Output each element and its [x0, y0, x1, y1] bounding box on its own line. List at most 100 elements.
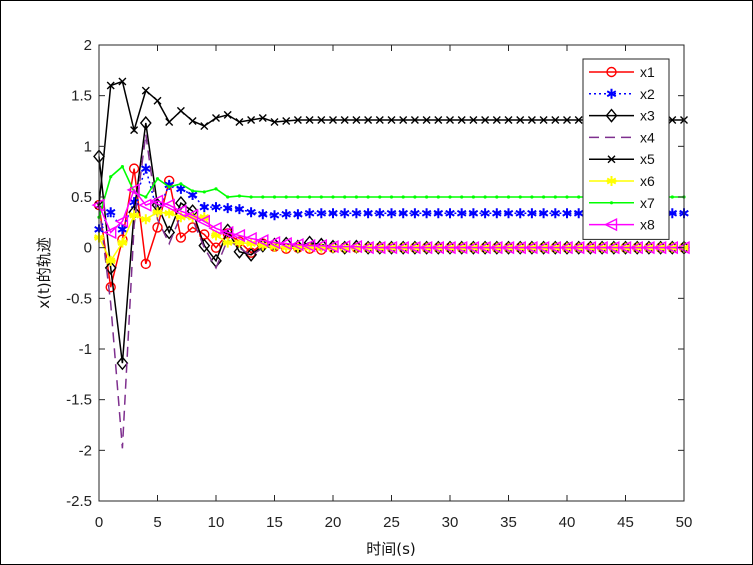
data-point-x2	[374, 208, 385, 219]
data-point-x2	[527, 208, 537, 219]
legend-entry-x8: x8	[589, 217, 655, 233]
data-point-x1	[175, 232, 187, 243]
legend-entry-x2: x2	[589, 86, 655, 102]
data-point-x8	[255, 233, 269, 248]
y-tick-label: 0.5	[71, 189, 92, 206]
data-point-x7	[109, 175, 113, 179]
data-point-x2	[573, 208, 584, 219]
data-point-x5	[492, 115, 501, 124]
data-point-x5	[282, 117, 291, 125]
data-point-x2	[316, 208, 327, 219]
data-point-x7	[354, 195, 358, 199]
y-axis-label: x(t)的轨迹	[35, 237, 53, 308]
data-point-x6	[222, 237, 233, 248]
legend-entry-x1: x1	[589, 64, 655, 80]
data-point-x8	[220, 225, 234, 240]
data-point-x5	[270, 118, 279, 127]
data-point-x3	[139, 115, 152, 131]
data-point-x7	[296, 195, 300, 199]
data-point-x1	[152, 222, 163, 233]
data-point-x7	[425, 195, 429, 199]
data-point-x5	[422, 115, 431, 124]
data-point-x5	[340, 115, 349, 124]
data-point-x8	[138, 198, 152, 212]
data-point-x2	[468, 208, 479, 219]
x-tick-label: 25	[383, 514, 400, 531]
data-point-x2	[328, 208, 338, 219]
data-point-x5	[223, 110, 232, 119]
y-tick-label: -2	[79, 442, 92, 459]
series-x8	[91, 183, 690, 255]
data-point-x2	[550, 208, 561, 219]
legend: x1 x2 x3 x4 x5 x6 x7 x8	[582, 58, 670, 240]
data-point-x1	[105, 281, 116, 293]
data-point-x6	[246, 238, 257, 249]
data-point-x2	[386, 208, 397, 219]
legend-label: x5	[640, 151, 655, 167]
data-point-x3	[163, 225, 176, 240]
x-tick-label: 40	[559, 514, 576, 531]
data-point-x6	[269, 241, 280, 252]
data-point-x7	[167, 185, 171, 189]
data-point-x5	[504, 115, 513, 124]
data-point-x8	[196, 214, 211, 228]
data-point-x7	[413, 195, 417, 199]
y-tick-label: 0	[84, 240, 92, 257]
data-point-x5	[329, 115, 337, 124]
data-point-x7	[495, 195, 499, 199]
data-point-x2	[538, 208, 549, 219]
data-point-x6	[175, 212, 186, 223]
data-point-x7	[237, 194, 241, 198]
tick-layer: 0 5 10 15 20 25 30 35 40 45 50 -2.5 -2 -1.5 -1 -0.5 0 0.5…	[66, 37, 692, 531]
data-point-x5	[516, 115, 525, 124]
data-point-x5	[293, 115, 302, 124]
legend-label: x3	[640, 108, 655, 124]
data-point-x1	[128, 163, 140, 174]
data-point-x2	[562, 208, 572, 219]
data-point-x7	[308, 195, 312, 199]
legend-entry-x5: x5	[589, 151, 655, 167]
data-point-x7	[670, 195, 674, 199]
data-point-x7	[436, 195, 440, 199]
data-point-x5	[141, 86, 150, 95]
data-point-x2	[222, 203, 233, 214]
data-point-x7	[144, 195, 148, 199]
legend-label: x2	[640, 86, 655, 102]
y-tick-label: -0.5	[66, 290, 92, 307]
legend-label: x1	[640, 64, 655, 80]
data-point-x5	[188, 117, 197, 125]
data-point-x5	[539, 115, 548, 124]
data-point-x6	[234, 237, 245, 248]
data-point-x2	[293, 209, 303, 220]
data-point-x2	[117, 224, 128, 235]
series-line-x8	[98, 188, 684, 249]
data-point-x8	[149, 194, 164, 208]
data-point-x3	[174, 195, 187, 211]
x-tick-label: 45	[617, 514, 634, 531]
data-point-x8	[348, 240, 363, 254]
data-point-x8	[114, 214, 129, 228]
data-point-x5	[118, 77, 127, 86]
data-point-x2	[176, 183, 186, 194]
data-point-x2	[269, 210, 280, 221]
series-x4	[98, 134, 684, 449]
data-point-x5	[481, 115, 490, 124]
data-point-x6	[339, 242, 350, 253]
data-point-x8	[278, 236, 292, 251]
data-point-x2	[304, 208, 315, 219]
legend-label: x8	[640, 217, 655, 233]
data-point-x5	[200, 122, 209, 131]
data-point-x7	[471, 195, 475, 199]
x-axis-label: 时间(s)	[366, 540, 416, 558]
x-tick-label: 50	[676, 514, 693, 531]
data-point-x5	[387, 115, 396, 124]
data-point-x7	[191, 189, 195, 193]
data-point-x3	[198, 238, 211, 253]
data-point-x5	[434, 115, 443, 124]
data-point-x6	[199, 212, 210, 223]
data-point-x5	[410, 115, 419, 124]
data-point-x6	[351, 242, 362, 253]
data-point-x5	[176, 106, 185, 115]
legend-marker	[606, 88, 617, 99]
